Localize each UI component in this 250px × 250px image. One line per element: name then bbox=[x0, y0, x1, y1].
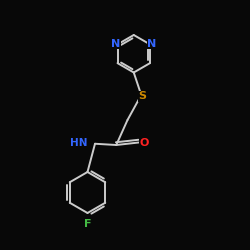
Text: N: N bbox=[111, 39, 120, 49]
Text: F: F bbox=[84, 219, 91, 229]
Text: S: S bbox=[138, 91, 146, 101]
Text: HN: HN bbox=[70, 138, 88, 147]
Text: N: N bbox=[147, 39, 156, 49]
Text: O: O bbox=[140, 138, 149, 147]
